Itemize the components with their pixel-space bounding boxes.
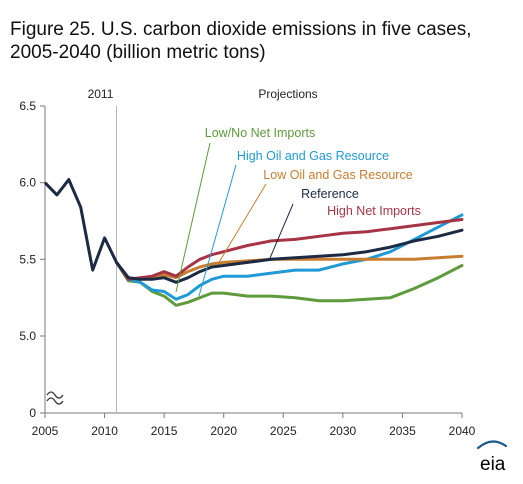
x-tick-label-2025: 2025 [270, 424, 297, 438]
series-line-low-no-net-imports [115, 260, 464, 307]
x-tick-label-2020: 2020 [210, 424, 237, 438]
annotation-high-net-imports: High Net Imports [327, 204, 421, 218]
y-tick-label-origin: 0 [29, 406, 36, 420]
eia-logo: eia [476, 440, 508, 475]
leader-line-reference [269, 203, 294, 259]
annotation-high-oil-and-gas-resource: High Oil and Gas Resource [237, 149, 389, 163]
series-line-high-net-imports [115, 218, 464, 281]
chart-title: Figure 25. U.S. carbon dioxide emissions… [10, 19, 472, 63]
axes [40, 105, 463, 418]
y-tick-label-5.0: 5.0 [19, 329, 36, 343]
series-line-history [43, 178, 118, 272]
series-line-low-oil-and-gas-resource [115, 254, 464, 281]
axis-break-mark-1 [46, 391, 64, 399]
y-tick-label-5.5: 5.5 [19, 252, 36, 266]
x-tick-label-2010: 2010 [91, 424, 118, 438]
series-line-high-oil-and-gas-resource [115, 213, 464, 301]
x-tick-label-2040: 2040 [449, 424, 476, 438]
y-tick-label-6.5: 6.5 [19, 99, 36, 113]
projections-label: Projections [258, 87, 317, 101]
x-tick-label-2035: 2035 [389, 424, 416, 438]
annotation-low-no-net-imports: Low/No Net Imports [205, 126, 315, 140]
annotation-reference: Reference [301, 187, 359, 201]
eia-logo-arc [476, 440, 508, 450]
annotations: Low/No Net Imports High Oil and Gas Resou… [175, 126, 421, 297]
x-tick-label-2030: 2030 [330, 424, 357, 438]
leader-line-low-no-net-imports [175, 142, 211, 293]
axis-break-mark-2 [46, 397, 64, 405]
series-line-reference [115, 228, 464, 284]
x-tick-label-2005: 2005 [32, 424, 59, 438]
annotation-low-oil-and-gas-resource: Low Oil and Gas Resource [263, 168, 412, 182]
y-tick-label-6.0: 6.0 [19, 176, 36, 190]
eia-logo-text: eia [480, 454, 506, 475]
leader-line-high-oil-and-gas-resource [198, 164, 237, 297]
divider-label: 2011 [88, 87, 114, 101]
x-tick-label-2015: 2015 [151, 424, 178, 438]
leader-line-low-oil-and-gas-resource [217, 183, 267, 265]
series-lines [43, 178, 464, 307]
tick-labels: 2005 2010 2015 2020 2025 2030 2035 2040 5.0 5.5 6.… [19, 99, 475, 438]
